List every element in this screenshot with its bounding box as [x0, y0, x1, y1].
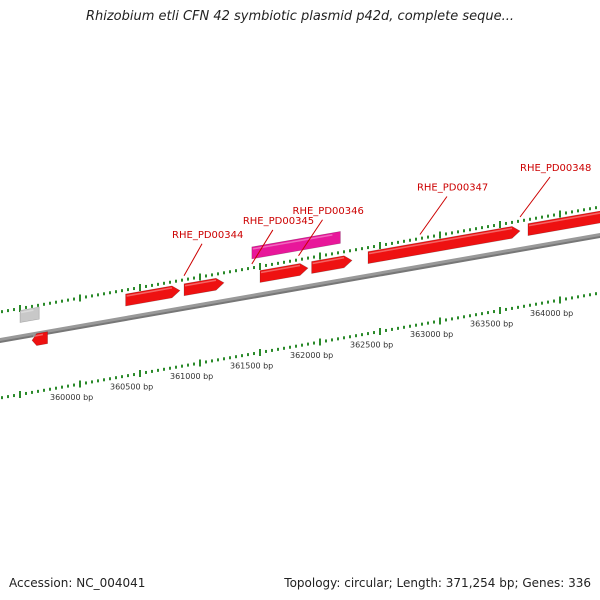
bp-tick-label: 363500 bp: [470, 320, 513, 329]
gene-arrow-plus-highlight: [260, 264, 301, 274]
gene-arrow-plus-highlight: [184, 279, 217, 287]
gene-label[interactable]: RHE_PD00346: [293, 206, 364, 217]
bp-tick-label: 364000 bp: [530, 309, 573, 318]
backbone-layer: [0, 232, 600, 344]
gene-label-leader: [183, 243, 203, 277]
gene-label[interactable]: RHE_PD00345: [243, 216, 314, 227]
gene-arrow-plus[interactable]: [527, 203, 600, 236]
gene-arrow-plus-highlight: [368, 227, 513, 255]
bp-tick-label: 363000 bp: [410, 330, 453, 339]
backbone-shadow: [0, 235, 600, 344]
bp-tick-label: 360500 bp: [110, 383, 153, 392]
gene-label-leader: [419, 196, 448, 235]
gene-arrow-plus[interactable]: [183, 277, 225, 297]
gene-arrow-plus-highlight: [528, 212, 600, 227]
gene-arrow-minus[interactable]: [31, 331, 48, 346]
tick-layer: [1, 206, 597, 400]
gene-box-magenta-highlight: [252, 234, 333, 250]
bp-tick-label: 362000 bp: [290, 351, 333, 360]
gene-label-leader: [519, 176, 551, 218]
gene-arrow-plus[interactable]: [311, 255, 353, 274]
gene-arrow-plus[interactable]: [125, 285, 181, 307]
gene-layer: [19, 203, 600, 346]
gene-arrow-plus-highlight: [126, 287, 173, 297]
gene-label[interactable]: RHE_PD00344: [172, 230, 243, 241]
gene-box-grey-highlight: [20, 309, 34, 314]
bp-tick-label: 362500 bp: [350, 341, 393, 350]
gene-box-grey[interactable]: [19, 306, 40, 323]
gene-arrow-plus[interactable]: [259, 263, 309, 283]
gene-arrow-plus-highlight: [312, 257, 345, 265]
backbone-line: [0, 232, 600, 343]
gene-label-leader: [251, 229, 274, 265]
summary-text: Topology: circular; Length: 371,254 bp; …: [284, 576, 591, 590]
gene-arrow-minus-highlight: [32, 333, 44, 338]
bp-tick-label: 361500 bp: [230, 362, 273, 371]
gene-label-leader: [298, 219, 323, 257]
gene-label[interactable]: RHE_PD00347: [417, 183, 488, 194]
page-title: Rhizobium etli CFN 42 symbiotic plasmid …: [85, 9, 515, 24]
bp-tick-label: 361000 bp: [170, 372, 213, 381]
gene-label[interactable]: RHE_PD00348: [520, 163, 591, 174]
accession-text: Accession: NC_004041: [9, 576, 146, 590]
bp-tick-label: 360000 bp: [50, 393, 93, 402]
gene-arrow-plus[interactable]: [367, 226, 521, 264]
